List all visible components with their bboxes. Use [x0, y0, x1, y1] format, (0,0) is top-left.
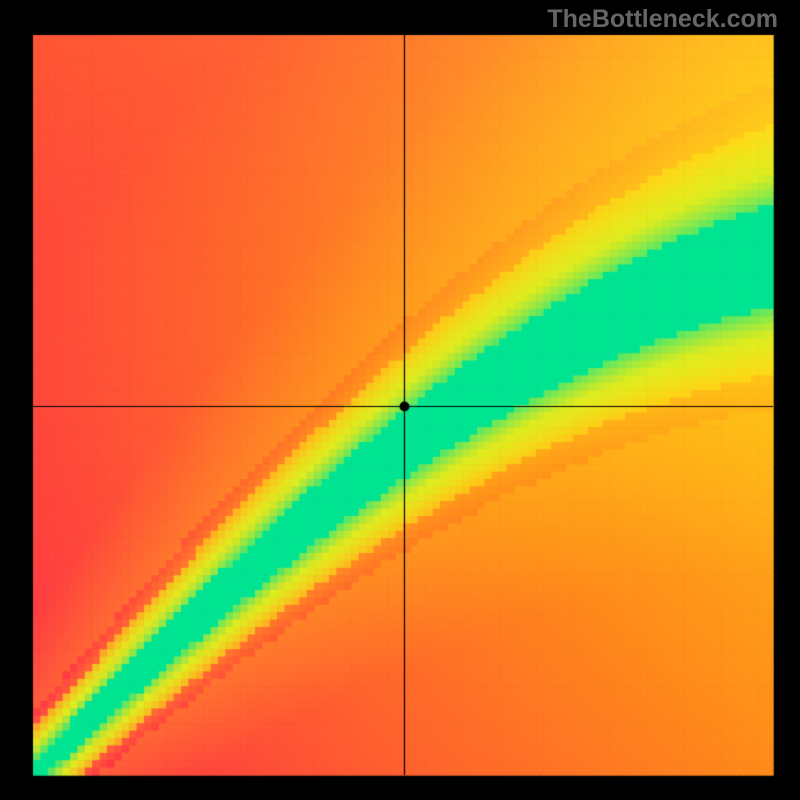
watermark-text: TheBottleneck.com — [547, 5, 778, 34]
bottleneck-heatmap — [0, 0, 800, 800]
chart-container: TheBottleneck.com — [0, 0, 800, 800]
